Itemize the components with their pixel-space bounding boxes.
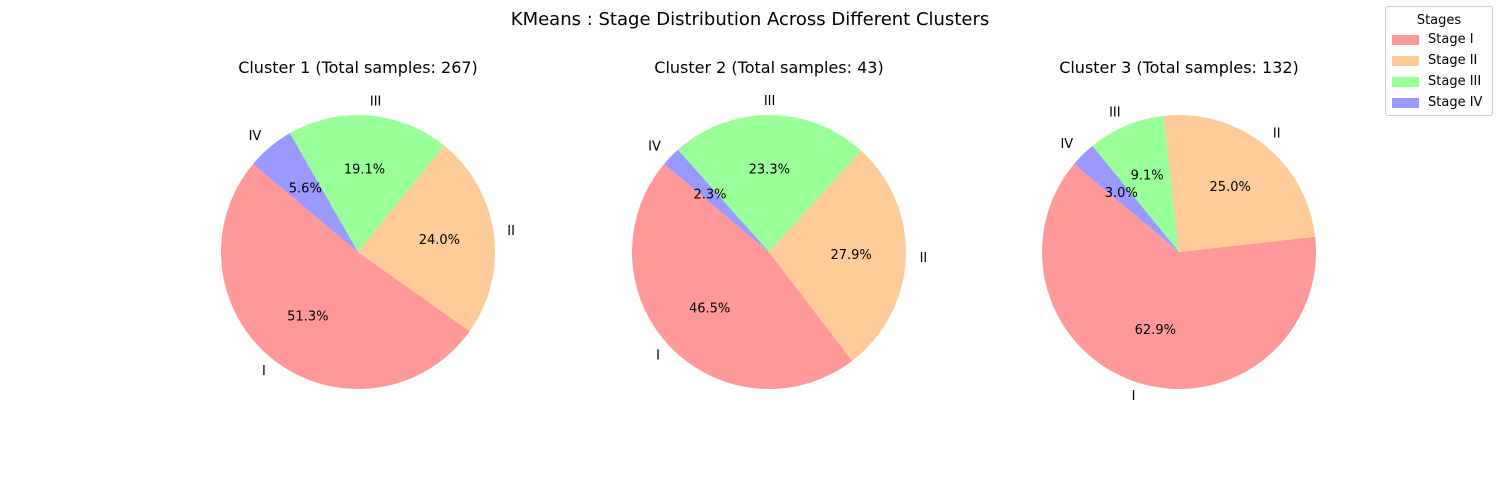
pie-slice-label: III (370, 94, 382, 109)
pie-slice-label: I (262, 364, 266, 379)
legend: Stages Stage I Stage II Stage III Stage … (1385, 6, 1493, 116)
pie-chart-cluster-3: Cluster 3 (Total samples: 132) 62.9% I 25.0… (1042, 58, 1317, 404)
pie-pct-label: 9.1% (1131, 169, 1164, 184)
legend-label: Stage III (1428, 74, 1482, 89)
legend-item-stage-1: Stage I (1386, 29, 1492, 50)
pie-slice-label: I (656, 349, 660, 364)
pie-slice-label: IV (648, 140, 661, 155)
pie-slice-i (221, 163, 470, 389)
pie-pct-label: 2.3% (693, 187, 726, 202)
legend-label: Stage IV (1428, 95, 1483, 110)
pie-slice-iii (677, 115, 861, 252)
pie-slice-iv (664, 149, 769, 252)
pie-slice-label: II (1273, 127, 1281, 142)
pie-slice-label: I (1132, 389, 1136, 404)
pie-slice-label: II (507, 224, 515, 239)
legend-label: Stage II (1428, 53, 1478, 68)
pie-title: Cluster 3 (Total samples: 132) (1059, 58, 1299, 77)
pie-pct-label: 62.9% (1135, 323, 1176, 338)
legend-title: Stages (1416, 13, 1462, 28)
pie-pct-label: 5.6% (289, 182, 322, 197)
pie-slice-ii (358, 145, 496, 332)
pie-slice-i (632, 163, 853, 389)
pie-slice-iv (253, 133, 358, 252)
pie-pct-label: 24.0% (419, 233, 460, 248)
pie-chart-cluster-1: Cluster 1 (Total samples: 267) 51.3% I 24.0… (221, 58, 515, 389)
legend-item-stage-2: Stage II (1386, 50, 1492, 71)
pie-slice-i (1042, 163, 1317, 389)
pie-slice-label: IV (249, 129, 262, 144)
pie-slice-iii (1092, 115, 1179, 252)
legend-swatch (1392, 55, 1419, 66)
pie-pct-label: 46.5% (689, 301, 730, 316)
pie-slice-iii (289, 114, 445, 252)
pie-slice-label: III (764, 94, 776, 109)
pie-slice-ii (769, 150, 906, 361)
pie-pct-label: 23.3% (749, 162, 790, 177)
pie-charts: Cluster 1 (Total samples: 267) 51.3% I 24.0… (221, 58, 1317, 404)
pie-pct-label: 25.0% (1210, 180, 1251, 195)
pie-pct-label: 3.0% (1105, 186, 1138, 201)
legend-swatch (1392, 34, 1419, 45)
pie-title: Cluster 1 (Total samples: 267) (238, 58, 478, 77)
legend-label: Stage I (1428, 32, 1474, 47)
pie-slice-label: IV (1060, 137, 1073, 152)
pie-pct-label: 19.1% (344, 163, 385, 178)
legend-swatch (1392, 97, 1419, 108)
legend-item-stage-4: Stage IV (1386, 92, 1492, 113)
figure-title: KMeans : Stage Distribution Across Diffe… (511, 9, 989, 30)
pie-slice-label: III (1109, 106, 1121, 121)
pie-slice-label: II (920, 251, 928, 266)
pie-slice-iv (1074, 145, 1179, 252)
legend-item-stage-3: Stage III (1386, 71, 1492, 92)
pie-pct-label: 51.3% (287, 310, 328, 325)
pie-title: Cluster 2 (Total samples: 43) (654, 58, 883, 77)
pie-pct-label: 27.9% (830, 248, 871, 263)
legend-swatch (1392, 76, 1419, 87)
pie-chart-cluster-2: Cluster 2 (Total samples: 43) 46.5% I 27.9%… (632, 58, 927, 389)
pie-slice-ii (1163, 114, 1316, 253)
